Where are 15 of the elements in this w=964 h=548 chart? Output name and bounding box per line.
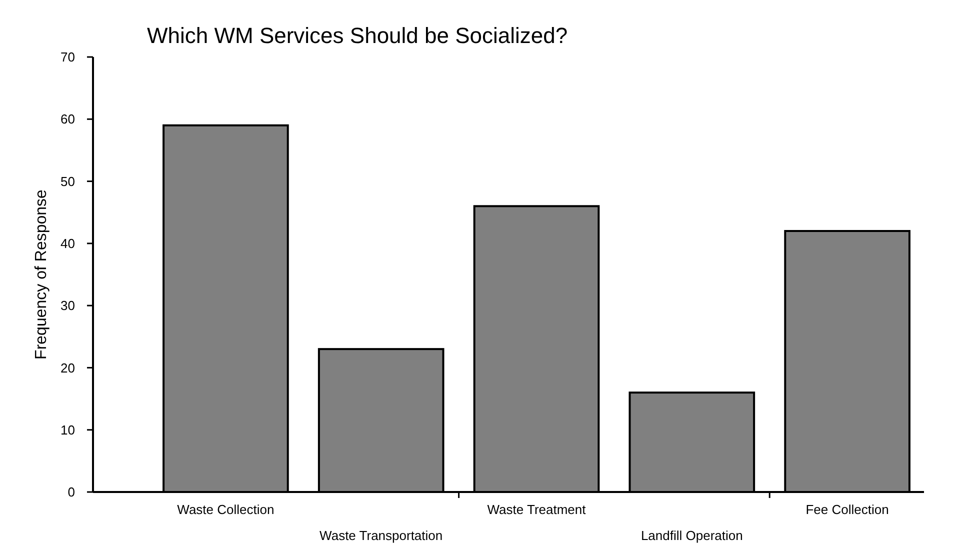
x-tick-label: Waste Collection (177, 502, 274, 517)
y-tick-label: 50 (60, 174, 75, 189)
y-tick-label: 10 (60, 422, 75, 438)
y-tick-label: 30 (60, 298, 75, 314)
x-tick-label: Waste Treatment (487, 502, 586, 517)
y-tick-label: 20 (60, 360, 75, 376)
y-tick-label: 60 (60, 112, 75, 127)
x-tick-label: Landfill Operation (640, 528, 743, 543)
y-axis-title: Frequency of Response (33, 189, 50, 360)
chart-title: Which WM Services Should be Socialized? (147, 23, 568, 48)
x-tick-label: Fee Collection (806, 502, 889, 517)
y-tick-label: 70 (60, 50, 75, 65)
y-tick-label: 0 (68, 484, 75, 500)
x-tick-label: Waste Transportation (320, 528, 443, 543)
y-tick-label: 40 (60, 236, 75, 251)
